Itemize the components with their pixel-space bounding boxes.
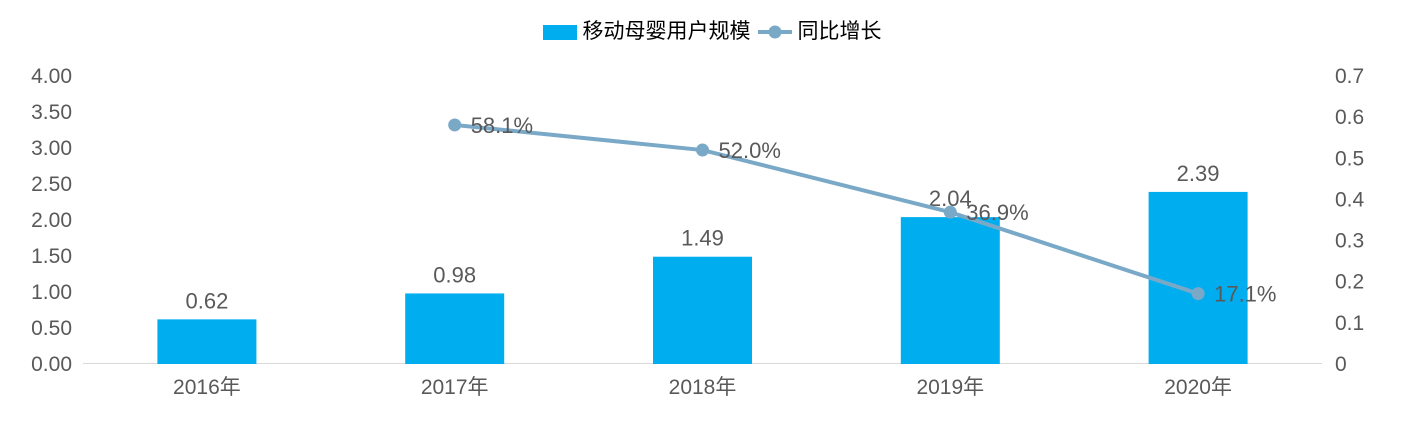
x-axis-label: 2020年: [1164, 376, 1232, 399]
left-axis-tick-label: 3.00: [31, 137, 72, 160]
legend-label-yoy-growth: 同比增长: [797, 20, 882, 43]
right-axis-tick-label: 0.1: [1335, 312, 1364, 335]
line-value-label: 52.0%: [719, 138, 781, 163]
bar: [653, 256, 752, 364]
growth-line: [454, 122, 1199, 296]
bar-value-label: 0.62: [185, 288, 228, 313]
left-axis-tick-label: 1.00: [31, 281, 72, 304]
right-axis-tick-label: 0.2: [1335, 271, 1364, 294]
left-axis-tick-label: 1.50: [31, 245, 72, 268]
x-axis-label: 2017年: [421, 376, 489, 399]
left-axis-tick-label: 2.50: [31, 173, 72, 196]
bar: [1148, 191, 1248, 364]
left-axis-tick-label: 3.50: [31, 101, 72, 124]
right-axis-tick-label: 0.3: [1335, 230, 1364, 253]
bar: [157, 319, 257, 364]
bar-value-label: 1.49: [681, 226, 724, 251]
right-axis-tick-label: 0.7: [1335, 65, 1364, 88]
line-series-swatch-dot-icon: [768, 25, 781, 39]
left-axis-tick-label: 4.00: [31, 65, 72, 88]
line-marker: [1191, 287, 1205, 301]
bar: [405, 293, 505, 364]
bar-series-swatch-icon: [542, 24, 577, 40]
bar-value-label: 2.39: [1177, 161, 1220, 186]
line-value-label: 36.9%: [966, 200, 1028, 225]
x-axis-label: 2019年: [916, 376, 984, 399]
left-axis-tick-label: 0.50: [31, 317, 72, 340]
x-axis-label: 2016年: [173, 376, 241, 399]
x-axis-label: 2018年: [669, 376, 737, 399]
right-axis-tick-label: 0.5: [1335, 147, 1364, 170]
line-marker: [943, 205, 957, 219]
bar: [900, 217, 1000, 364]
legend-item-yoy-growth: 同比增长: [757, 20, 882, 43]
right-axis-tick-label: 0.6: [1335, 106, 1364, 129]
legend-item-user-scale: 移动母婴用户规模: [542, 20, 751, 43]
line-value-label: 58.1%: [471, 113, 533, 138]
bar-value-label: 0.98: [433, 262, 476, 287]
line-marker: [696, 143, 709, 157]
line-marker: [448, 118, 462, 132]
line-value-label: 17.1%: [1214, 282, 1276, 307]
left-axis-tick-label: 2.00: [31, 209, 72, 232]
right-axis-tick-label: 0.4: [1335, 188, 1365, 211]
left-axis-tick-label: 0.00: [31, 353, 72, 376]
chart-legend: 移动母婴用户规模 同比增长: [0, 21, 1424, 43]
line-series-swatch-icon: [757, 25, 792, 39]
legend-label-user-scale: 移动母婴用户规模: [582, 20, 751, 43]
right-axis-tick-label: 0: [1335, 353, 1347, 376]
